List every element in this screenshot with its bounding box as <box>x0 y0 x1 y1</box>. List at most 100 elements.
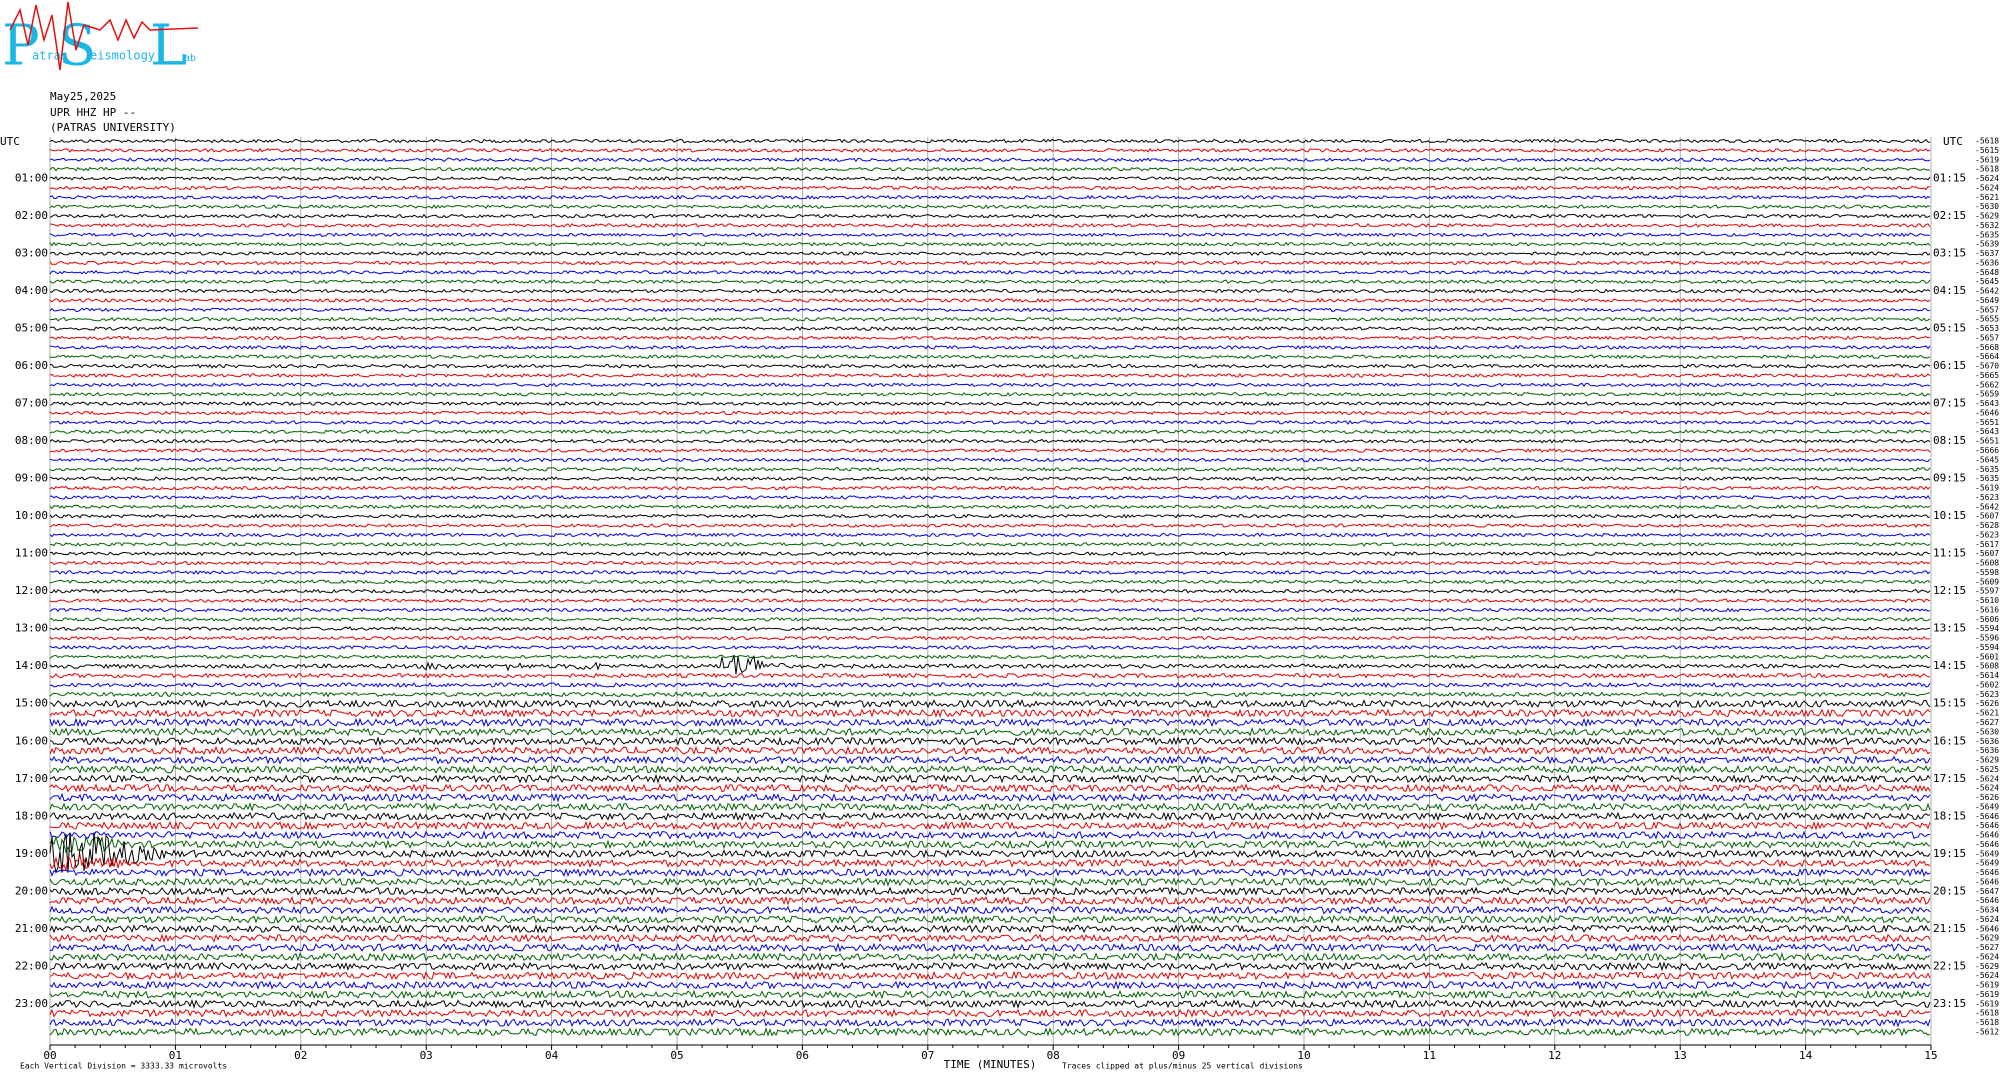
trace-offset: -5635 <box>1975 474 1999 483</box>
hour-label: 08:15 <box>1933 434 1966 447</box>
trace <box>49 307 1931 313</box>
trace-offset: -5659 <box>1975 390 1999 399</box>
trace <box>49 269 1931 275</box>
hour-label: 20:15 <box>1933 884 1966 897</box>
x-tick-label: 01 <box>169 1049 182 1062</box>
trace <box>49 495 1931 500</box>
x-tick-label: 04 <box>545 1049 559 1062</box>
hour-label: 09:00 <box>15 472 48 485</box>
trace-offset: -5646 <box>1975 831 1999 840</box>
hour-label: 22:15 <box>1933 959 1966 972</box>
trace <box>49 835 1931 854</box>
trace-offset: -5615 <box>1975 146 1999 155</box>
trace-offset: -5608 <box>1975 559 1999 568</box>
x-tick-label: 08 <box>1047 1049 1060 1062</box>
trace <box>49 588 1931 594</box>
trace-offset: -5636 <box>1975 258 1999 267</box>
trace-offset: -5610 <box>1975 596 1999 605</box>
trace-offset: -5636 <box>1975 746 1999 755</box>
trace-offset: -5643 <box>1975 427 1999 436</box>
x-tick-label: 07 <box>921 1049 934 1062</box>
trace <box>49 298 1931 303</box>
trace <box>49 783 1931 794</box>
trace <box>49 745 1931 756</box>
trace-offset: -5623 <box>1975 530 1999 539</box>
trace <box>49 914 1931 925</box>
trace-offset: -5624 <box>1975 952 1999 961</box>
trace-offset: -5649 <box>1975 849 1999 858</box>
trace <box>49 867 1931 878</box>
trace <box>49 504 1931 510</box>
trace <box>49 560 1931 566</box>
trace <box>49 853 1931 873</box>
trace <box>49 832 1931 875</box>
trace <box>49 194 1931 200</box>
trace <box>49 980 1931 991</box>
trace-offset: -5642 <box>1975 502 1999 511</box>
x-tick-label: 10 <box>1297 1049 1310 1062</box>
trace-offset: -5623 <box>1975 690 1999 699</box>
hour-label: 16:00 <box>15 734 48 747</box>
trace <box>50 391 1931 397</box>
trace <box>49 176 1931 181</box>
hour-label: 23:00 <box>15 997 48 1010</box>
trace-offset: -5621 <box>1975 709 1999 718</box>
trace <box>49 820 1931 831</box>
trace-offset: -5643 <box>1975 399 1999 408</box>
trace-offset: -5602 <box>1975 680 1999 689</box>
trace-offset: -5626 <box>1975 699 1999 708</box>
trace-offset: -5646 <box>1975 840 1999 849</box>
trace <box>49 773 1931 784</box>
trace <box>49 551 1931 557</box>
trace <box>49 316 1931 322</box>
trace-offset: -5623 <box>1975 493 1999 502</box>
trace <box>49 1008 1931 1018</box>
trace <box>49 410 1931 416</box>
hour-label: 04:00 <box>15 284 48 297</box>
hour-label: 05:00 <box>15 322 48 335</box>
trace <box>49 344 1931 350</box>
x-tick-label: 13 <box>1674 1049 1687 1062</box>
hour-label: 02:15 <box>1933 209 1966 222</box>
hour-label: 15:15 <box>1933 697 1966 710</box>
hour-label: 23:15 <box>1933 997 1966 1010</box>
hour-label: 19:00 <box>15 847 48 860</box>
hour-label: 08:00 <box>15 434 48 447</box>
trace <box>49 942 1931 953</box>
hour-label: 09:15 <box>1933 472 1966 485</box>
trace-offset: -5649 <box>1975 859 1999 868</box>
trace <box>49 513 1931 519</box>
trace <box>49 989 1931 1000</box>
trace <box>49 951 1931 962</box>
hour-label: 05:15 <box>1933 322 1966 335</box>
trace <box>49 736 1931 747</box>
trace <box>49 485 1931 491</box>
trace <box>49 326 1931 331</box>
hour-label: 20:00 <box>15 884 48 897</box>
trace-offset: -5618 <box>1975 137 1999 146</box>
trace-offset: -5665 <box>1975 371 1999 380</box>
trace-offset: -5646 <box>1975 868 1999 877</box>
trace-offset: -5635 <box>1975 465 1999 474</box>
trace-offset: -5664 <box>1975 352 1999 361</box>
trace <box>49 998 1931 1009</box>
trace <box>49 655 1931 675</box>
trace <box>49 886 1931 897</box>
trace-offset: -5619 <box>1975 484 1999 493</box>
trace-offset: -5646 <box>1975 924 1999 933</box>
x-tick-label: 14 <box>1799 1049 1813 1062</box>
trace-offset: -5636 <box>1975 737 1999 746</box>
trace-offset: -5607 <box>1975 512 1999 521</box>
trace-offset: -5646 <box>1975 821 1999 830</box>
trace-offset: -5646 <box>1975 812 1999 821</box>
trace-offset: -5630 <box>1975 202 1999 211</box>
hour-label: 13:00 <box>15 622 48 635</box>
trace <box>49 726 1931 737</box>
trace-offset: -5627 <box>1975 718 1999 727</box>
trace-offset: -5639 <box>1975 240 1999 249</box>
x-tick-label: 03 <box>420 1049 433 1062</box>
trace-offset: -5625 <box>1975 765 1999 774</box>
trace <box>49 185 1931 191</box>
trace-offset: -5598 <box>1975 568 1999 577</box>
trace-offset: -5618 <box>1975 1009 1999 1018</box>
